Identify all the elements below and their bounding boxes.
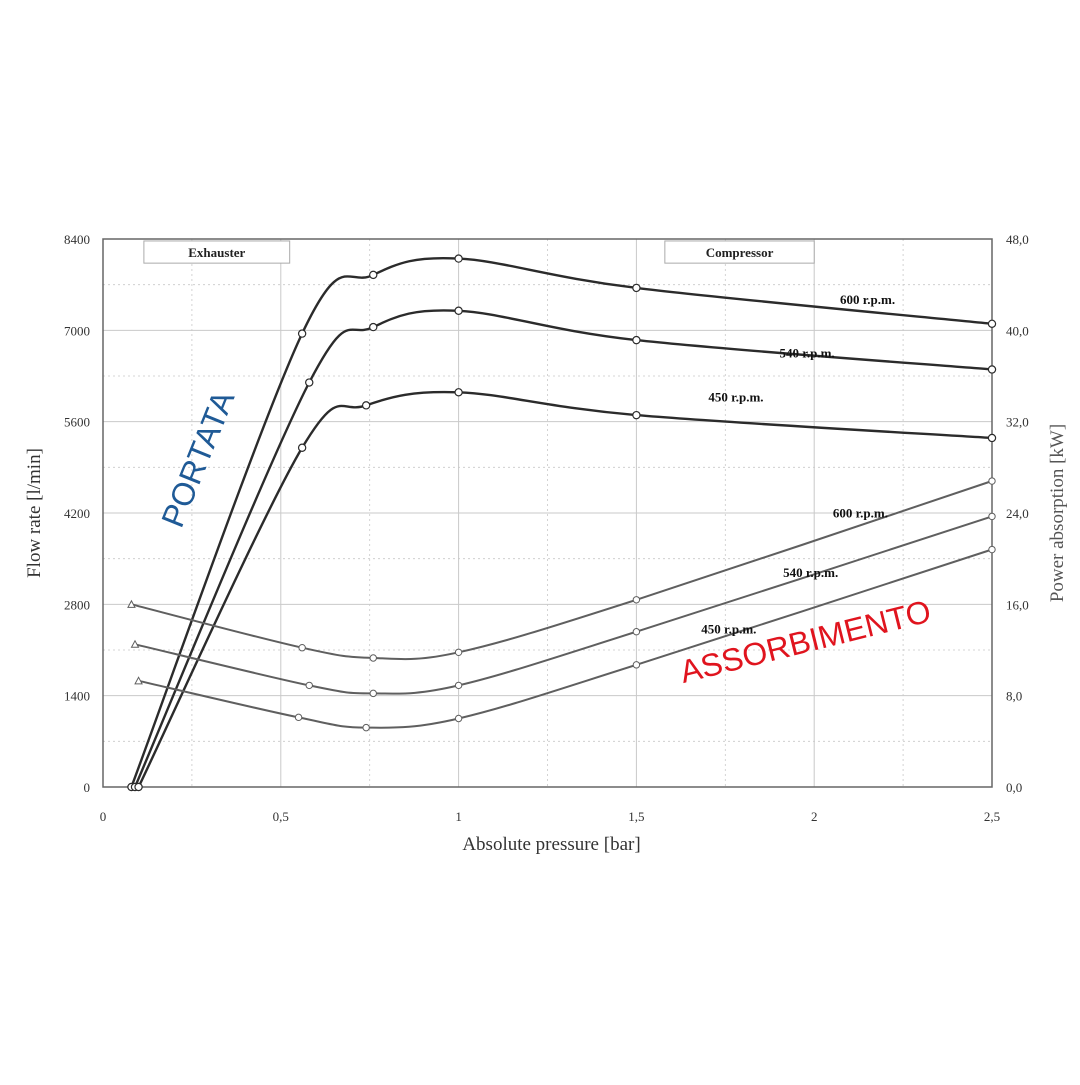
y-tick-label: 5600 (64, 415, 90, 430)
flow-point (454, 388, 463, 397)
flow-label-600-r-p-m: 600 r.p.m. (840, 292, 895, 307)
flow-point (134, 782, 143, 792)
flow-point (632, 410, 641, 420)
y-axis-title: Flow rate [l/min] (24, 448, 45, 578)
power-series-540-r-p-m (130, 512, 996, 698)
y2-axis-title: Power absorption [kW] (1047, 424, 1068, 602)
power-point (454, 648, 463, 656)
flow-point (369, 322, 378, 332)
flow-line (137, 390, 993, 788)
power-point (130, 639, 140, 648)
power-point (362, 723, 370, 732)
x-tick-label: 2,5 (984, 809, 1000, 824)
power-point (988, 512, 996, 521)
flow-point (305, 378, 314, 387)
power-point (369, 689, 377, 698)
portata-label: PORTATA (154, 385, 241, 532)
y-tick-label: 2800 (64, 597, 90, 612)
power-label-600-r-p-m: 600 r.p.m. (833, 506, 888, 521)
flow-series-540-r-p-m (130, 306, 997, 792)
power-point (454, 714, 463, 723)
flow-label-450-r-p-m: 450 r.p.m. (708, 389, 763, 404)
series-layer (127, 254, 997, 792)
y-tick-label: 0 (84, 780, 91, 795)
x-tick-label: 1 (455, 809, 462, 824)
flow-point (632, 335, 641, 345)
power-label-540-r-p-m: 540 r.p.m. (783, 565, 838, 580)
flow-point (369, 270, 378, 280)
x-tick-label: 0 (100, 809, 107, 824)
y-tick-label: 8400 (64, 232, 90, 247)
power-series-450-r-p-m (134, 545, 996, 732)
power-point (988, 545, 996, 554)
exhauster-box (143, 240, 291, 264)
power-point (298, 644, 306, 652)
axis-ticks: 0 0,5 1 1,5 2 2,5 0 1400 2800 4200 5600 7000 8400 0,0… (64, 232, 1029, 824)
power-label-450-r-p-m: 450 r.p.m. (701, 622, 756, 637)
power-point (134, 676, 143, 685)
exhauster-box-label: Exhauster (188, 245, 245, 260)
y2-tick-label: 16,0 (1006, 597, 1029, 612)
y-tick-label: 7000 (64, 323, 90, 338)
x-axis-title: Absolute pressure [bar] (462, 834, 640, 855)
flow-point (987, 319, 997, 329)
power-line (134, 515, 993, 695)
power-point (988, 477, 996, 485)
flow-point (297, 443, 307, 452)
power-point (294, 713, 303, 722)
power-series-600-r-p-m (127, 477, 996, 662)
x-tick-label: 1,5 (628, 809, 644, 824)
y-tick-label: 4200 (64, 506, 90, 521)
flow-point (454, 254, 463, 263)
x-tick-label: 2 (811, 809, 818, 824)
flow-point (987, 365, 997, 374)
y2-tick-label: 24,0 (1006, 506, 1029, 521)
compressor-box (664, 240, 815, 264)
power-point (632, 628, 641, 636)
y2-tick-label: 48,0 (1006, 232, 1029, 247)
power-point (454, 681, 463, 690)
y2-tick-label: 32,0 (1006, 415, 1029, 430)
flow-series-450-r-p-m (134, 388, 997, 792)
series-labels: 600 r.p.m. 540 r.p.m. 450 r.p.m. 600 r.p.m.… (701, 292, 895, 636)
power-point (369, 654, 377, 662)
flow-point (454, 306, 463, 315)
flow-line (133, 309, 993, 788)
y2-tick-label: 0,0 (1006, 780, 1022, 795)
power-point (305, 681, 313, 690)
grid-layer (103, 239, 992, 787)
y2-tick-label: 40,0 (1006, 323, 1029, 338)
power-point (127, 599, 136, 608)
y-tick-label: 1400 (64, 689, 90, 704)
y2-tick-label: 8,0 (1006, 689, 1022, 704)
flow-line (130, 256, 993, 788)
flow-label-540-r-p-m: 540 r.p.m. (780, 346, 835, 361)
x-tick-label: 0,5 (273, 809, 289, 824)
power-point (632, 661, 641, 669)
power-point (632, 596, 641, 604)
region-labels: Exhauster Compressor (143, 240, 815, 264)
flow-point (632, 283, 641, 293)
flow-point (361, 401, 371, 410)
flow-point (297, 329, 307, 338)
compressor-box-label: Compressor (706, 245, 774, 260)
flow-point (987, 433, 997, 443)
